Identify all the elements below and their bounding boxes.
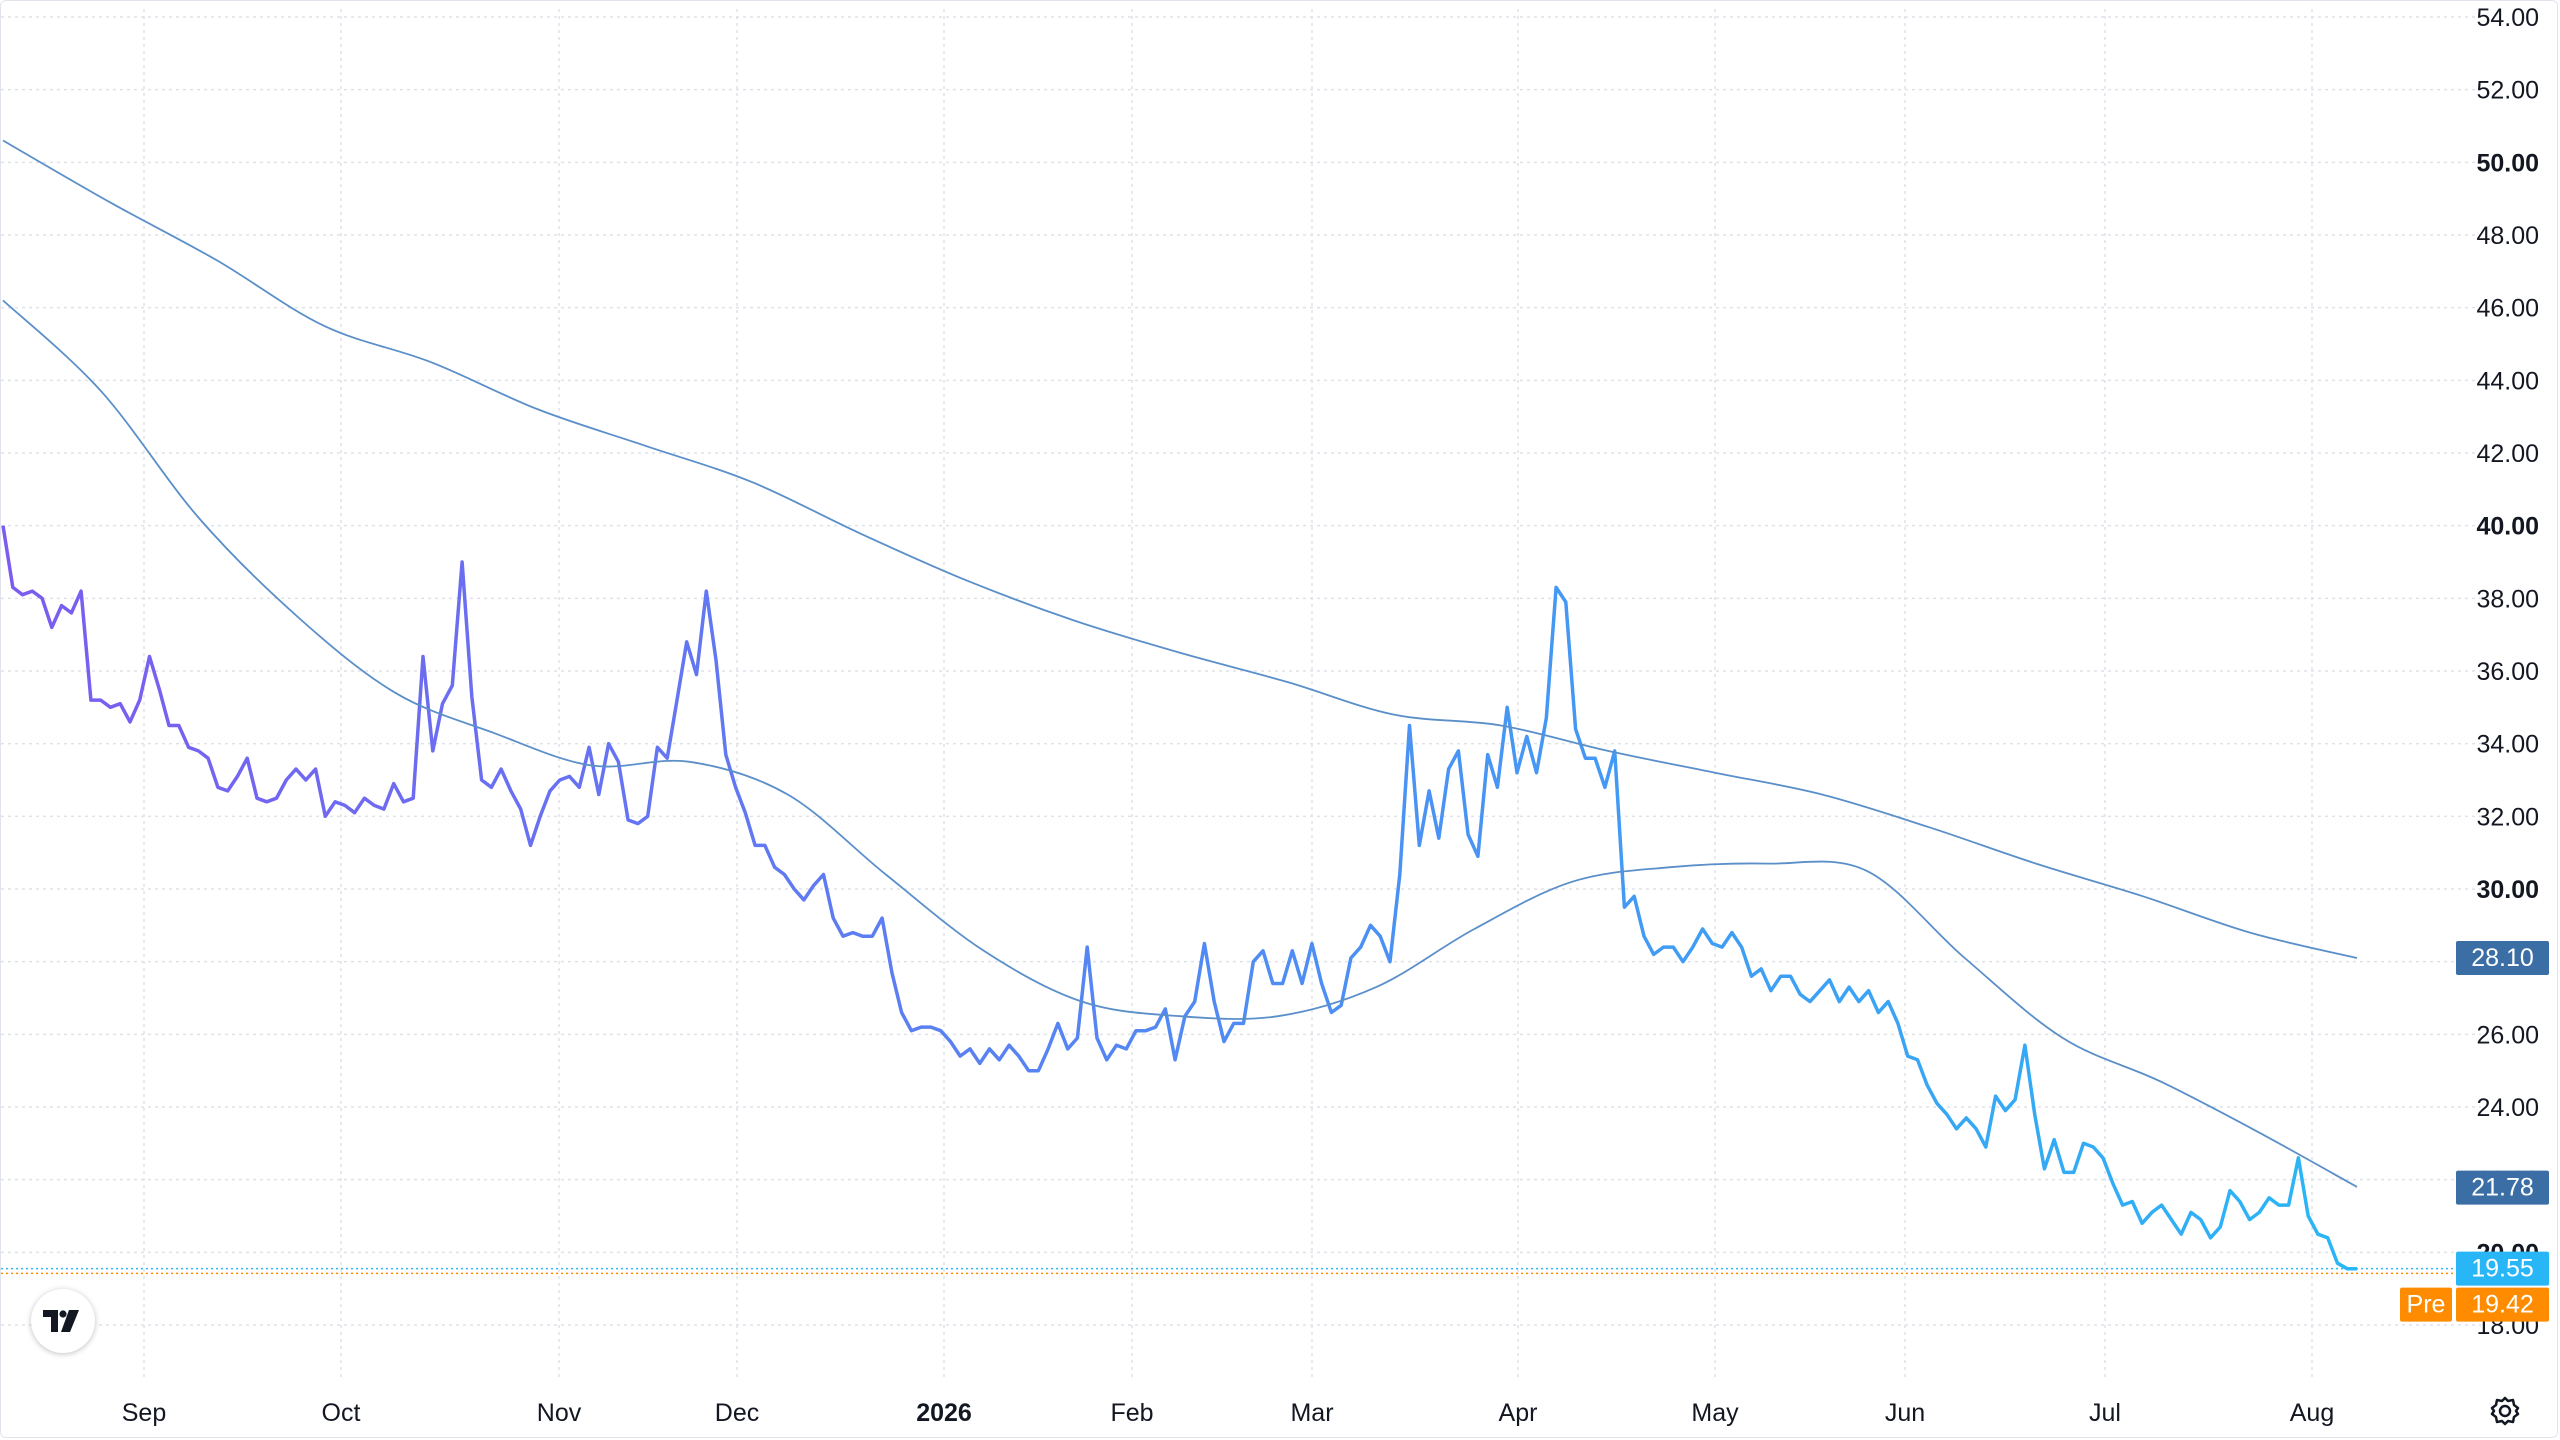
y-tick-label: 34.00 — [2476, 731, 2539, 759]
price-tag-box — [2456, 1170, 2549, 1205]
x-tick-label: Sep — [122, 1399, 166, 1427]
x-tick-label: Feb — [1110, 1399, 1153, 1427]
x-axis[interactable]: Sep Oct Nov Dec 2026 Feb Mar Apr May Jun Jul Aug — [122, 1399, 2334, 1427]
premarket-price-label: Pre 19.42 — [2400, 1287, 2549, 1322]
y-tick-label: 48.00 — [2476, 222, 2539, 250]
y-tick-label: 24.00 — [2476, 1094, 2539, 1122]
x-tick-label: Oct — [322, 1399, 361, 1427]
x-tick-label: Dec — [715, 1399, 759, 1427]
price-line[interactable] — [1, 525, 2357, 1271]
y-tick-label: 44.00 — [2476, 367, 2539, 395]
x-tick-label: Jul — [2089, 1399, 2121, 1427]
price-tag: 19.55 — [2456, 1251, 2549, 1286]
tradingview-logo-glyph — [43, 1310, 79, 1332]
y-tick-label: 36.00 — [2476, 658, 2539, 686]
moving-average-short-line[interactable] — [2, 299, 2358, 1188]
y-tick-label: 46.00 — [2476, 295, 2539, 323]
price-tag-text: 28.10 — [2471, 944, 2534, 972]
y-tick-label: 38.00 — [2476, 585, 2539, 613]
y-tick-label: 50.00 — [2476, 149, 2539, 177]
series-layer — [1, 139, 2481, 1275]
settings-gear-icon[interactable] — [2487, 1393, 2523, 1429]
y-tick-label: 54.00 — [2476, 4, 2539, 32]
price-tag: 21.78 — [2456, 1170, 2549, 1205]
moving-average-long-line[interactable] — [2, 139, 2358, 959]
price-tag: 28.10 — [2456, 941, 2549, 976]
settings-gear-glyph — [2490, 1396, 2520, 1426]
x-tick-label: Jun — [1885, 1399, 1925, 1427]
premarket-prefix-text: Pre — [2407, 1291, 2446, 1319]
y-tick-label: 42.00 — [2476, 440, 2539, 468]
y-tick-label: 32.00 — [2476, 803, 2539, 831]
price-tag-box — [2456, 1287, 2549, 1322]
x-tick-label: May — [1691, 1399, 1739, 1427]
y-tick-label: 40.00 — [2476, 513, 2539, 541]
x-tick-label: Aug — [2290, 1399, 2334, 1427]
grid — [1, 9, 2481, 1381]
premarket-prefix-box — [2400, 1287, 2452, 1322]
price-tag-box — [2456, 1251, 2549, 1286]
x-tick-label: Nov — [537, 1399, 582, 1427]
price-tag-text: 21.78 — [2471, 1174, 2534, 1202]
x-tick-label: 2026 — [916, 1399, 972, 1427]
price-tag-text: 19.42 — [2471, 1291, 2534, 1319]
x-tick-label: Apr — [1499, 1399, 1538, 1427]
y-tick-label: 30.00 — [2476, 876, 2539, 904]
price-labels: 28.10 21.78 19.55 Pre 19.42 — [2400, 941, 2549, 1322]
y-tick-label: 26.00 — [2476, 1021, 2539, 1049]
y-axis[interactable]: 54.00 52.00 50.00 48.00 46.00 44.00 42.00 40.00… — [2476, 4, 2539, 1340]
price-tag-text: 19.55 — [2471, 1255, 2534, 1283]
x-tick-label: Mar — [1290, 1399, 1333, 1427]
price-tag-box — [2456, 941, 2549, 976]
tradingview-logo-icon[interactable] — [31, 1289, 95, 1353]
y-tick-label: 52.00 — [2476, 77, 2539, 105]
